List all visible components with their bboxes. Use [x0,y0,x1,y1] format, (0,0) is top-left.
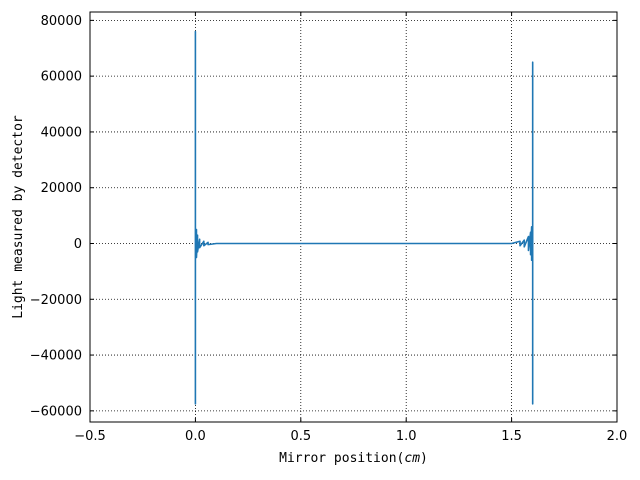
y-tick-label: 20000 [41,181,82,196]
x-tick-label: 0.0 [185,429,206,444]
y-tick-label: −20000 [30,293,82,308]
y-tick-label: 0 [74,237,82,252]
series-layer [194,30,534,405]
y-tick-label: 40000 [41,125,82,140]
x-tick-label: 2.0 [607,429,628,444]
series-line [194,30,534,405]
ticks: −0.5 0.0 0.5 1.0 1.5 2.0 −60000 −40000 −20000 0 20… [30,12,628,444]
y-tick-label: 60000 [41,70,82,85]
x-tick-label: 0.5 [290,429,311,444]
x-tick-label: 1.0 [396,429,417,444]
grid [89,12,618,422]
x-axis-label: Mirror position(cm) [279,451,428,466]
x-tick-label: −0.5 [74,429,106,444]
x-axis-unit: cm [404,451,420,466]
x-axis-label-text: Mirror position [279,451,396,466]
x-tick-label: 1.5 [501,429,522,444]
y-tick-label: −60000 [30,404,82,419]
y-tick-label: 80000 [41,14,82,29]
plot-frame [89,11,618,423]
y-tick-label: −40000 [30,349,82,364]
y-axis-label: Light measured by detector [11,115,26,319]
